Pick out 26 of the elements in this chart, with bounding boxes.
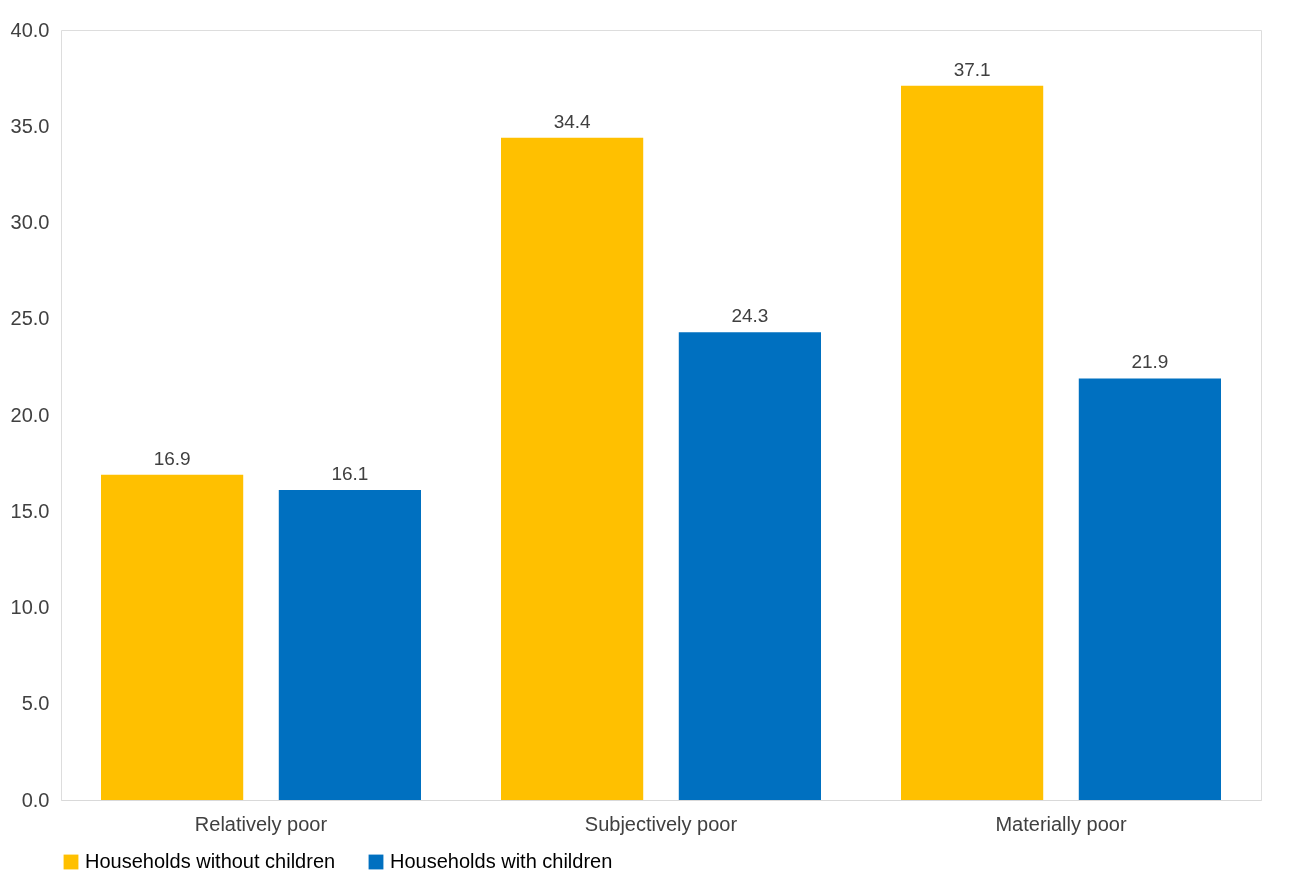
data-label: 34.4: [553, 110, 592, 132]
bar: [278, 490, 421, 800]
data-label: 16.9: [153, 447, 191, 469]
bar: [901, 85, 1044, 800]
data-label: 16.1: [331, 463, 369, 485]
y-tick-label: 40.0: [10, 18, 50, 41]
data-label: 24.3: [731, 305, 769, 327]
y-tick-label: 15.0: [10, 499, 50, 522]
x-tick-label: Relatively poor: [194, 812, 328, 835]
y-tick-label: 5.0: [21, 692, 50, 715]
y-tick-label: 35.0: [10, 114, 50, 137]
y-tick-label: 0.0: [21, 788, 50, 811]
data-label: 21.9: [1131, 351, 1169, 373]
data-label: 37.1: [953, 58, 991, 80]
y-tick-label: 10.0: [10, 596, 50, 618]
x-tick-label: Materially poor: [995, 812, 1127, 835]
legend-label: Households without children: [85, 850, 336, 872]
y-tick-label: 30.0: [10, 211, 50, 233]
y-tick-label: 25.0: [10, 307, 50, 330]
legend-label: Households with children: [390, 850, 613, 872]
x-tick-label: Subjectively poor: [584, 812, 738, 835]
bar: [678, 332, 821, 800]
bar: [1078, 378, 1221, 800]
bar: [501, 137, 644, 800]
y-tick-label: 20.0: [10, 403, 50, 426]
bar: [101, 474, 244, 800]
